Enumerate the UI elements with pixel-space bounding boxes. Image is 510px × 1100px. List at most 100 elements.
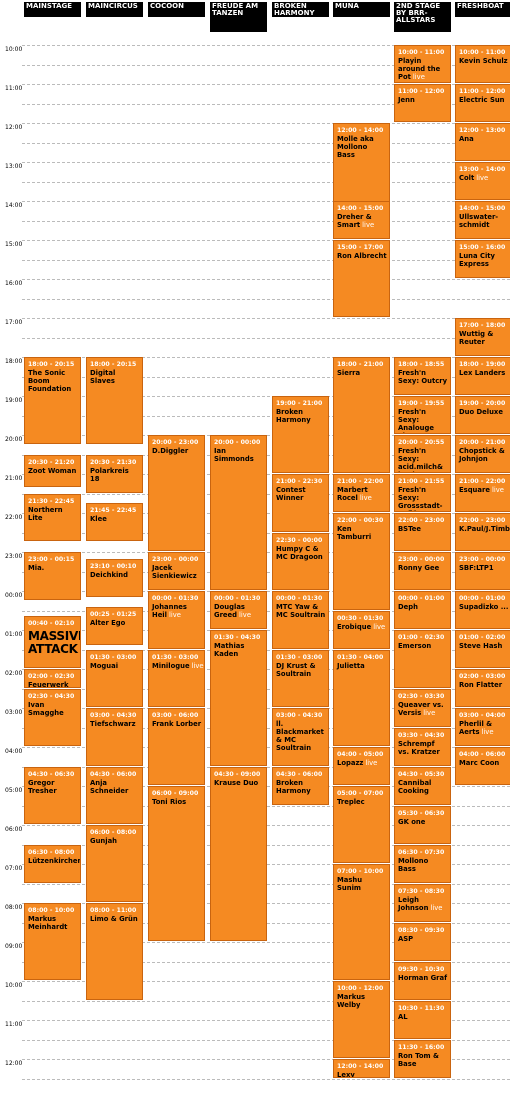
- schedule-slot[interactable]: 17:00 - 18:00 Wuttig & Reuter: [455, 318, 510, 356]
- schedule-slot[interactable]: 11:30 - 16:00 Ron Tom & Base: [394, 1039, 451, 1078]
- schedule-slot[interactable]: 06:30 - 07:30 Mollono Bass: [394, 844, 451, 883]
- schedule-slot[interactable]: 18:00 - 20:15 The Sonic Boom Foundation: [24, 357, 81, 444]
- time-label: 12:00: [5, 124, 23, 131]
- schedule-slot[interactable]: 10:00 - 11:00 Playin around the Pot live: [394, 45, 451, 83]
- schedule-slot[interactable]: 13:00 - 14:00 Colt live: [455, 162, 510, 200]
- slot-artist: GK one: [395, 818, 450, 826]
- slot-artist: Erobique live: [334, 623, 389, 631]
- schedule-slot[interactable]: 02:00 - 03:00 Ron Flatter: [455, 669, 510, 707]
- schedule-slot[interactable]: 05:30 - 06:30 GK one: [394, 805, 451, 844]
- schedule-slot[interactable]: 02:00 - 02:30 Feuerwerk: [24, 669, 81, 688]
- schedule-slot[interactable]: 09:30 - 10:30 Horman Graf: [394, 961, 451, 1000]
- schedule-slot[interactable]: 04:00 - 06:00 Marc Coon: [455, 747, 510, 785]
- schedule-slot[interactable]: 05:00 - 07:00 Treplec: [333, 786, 390, 863]
- schedule-slot[interactable]: 21:30 - 22:45 Northern Lite: [24, 493, 81, 542]
- schedule-slot[interactable]: 23:00 - 00:15 Mia.: [24, 552, 81, 600]
- schedule-slot[interactable]: 00:25 - 01:25 Alter Ego: [86, 607, 143, 646]
- schedule-slot[interactable]: 01:30 - 03:00 Minilogue live: [148, 649, 205, 707]
- schedule-slot[interactable]: 14:00 - 15:00 Dreher & Smart live: [333, 201, 390, 239]
- schedule-slot[interactable]: 21:00 - 22:00 Marbert Rocel live: [333, 474, 390, 512]
- schedule-slot[interactable]: 14:00 - 15:00 Ullswater-schmidt: [455, 201, 510, 239]
- schedule-slot[interactable]: 15:00 - 17:00 Ron Albrecht: [333, 240, 390, 317]
- schedule-slot[interactable]: 21:00 - 22:30 Contest Winner: [272, 474, 329, 532]
- schedule-slot[interactable]: 20:00 - 23:00 D.Diggler: [148, 435, 205, 551]
- schedule-slot[interactable]: 23:00 - 00:00 Ronny Gee: [394, 552, 451, 590]
- schedule-slot[interactable]: 03:00 - 06:00 Frank Lorber: [148, 708, 205, 785]
- schedule-slot[interactable]: 08:30 - 09:30 ASP: [394, 922, 451, 961]
- schedule-slot[interactable]: 03:00 - 04:30 ll. Blackmarket & MC Soultr…: [272, 708, 329, 766]
- schedule-slot[interactable]: 03:00 - 04:00 Pherlil & Aerts live: [455, 708, 510, 746]
- schedule-slot[interactable]: 19:00 - 20:00 Duo Deluxe: [455, 396, 510, 434]
- schedule-slot[interactable]: 00:00 - 01:00 Supadizko ...: [455, 591, 510, 629]
- schedule-slot[interactable]: 22:00 - 23:00 BSTee: [394, 513, 451, 551]
- time-label: 16:00: [5, 280, 23, 287]
- schedule-slot[interactable]: 00:40 - 02:10 MASSIVE ATTACK: [24, 616, 81, 668]
- schedule-slot[interactable]: 18:00 - 18:55 Fresh'n Sexy: Outcry: [394, 357, 451, 395]
- time-label: 04:00: [5, 748, 23, 755]
- schedule-slot[interactable]: 04:30 - 06:00 Anja Schneider: [86, 766, 143, 824]
- schedule-slot[interactable]: 07:30 - 08:30 Leigh Johnson live: [394, 883, 451, 922]
- artist-name: GK one: [398, 817, 426, 826]
- schedule-slot[interactable]: 04:00 - 05:00 Lopazz live: [333, 747, 390, 785]
- schedule-slot[interactable]: 22:00 - 23:00K.Paul/J.Timber: [455, 513, 510, 551]
- schedule-slot[interactable]: 20:30 - 21:30 Polarkreis 18: [86, 454, 143, 493]
- artist-name: MASSIVE ATTACK: [28, 629, 81, 657]
- schedule-slot[interactable]: 10:00 - 12:00 Markus Welby: [333, 981, 390, 1058]
- schedule-slot[interactable]: 00:00 - 01:30 MTC Yaw & MC Soultrain: [272, 591, 329, 649]
- schedule-slot[interactable]: 22:30 - 00:00 Humpy C & MC Dragoon: [272, 532, 329, 590]
- schedule-slot[interactable]: 20:00 - 21:00 Chopstick & Johnjon: [455, 435, 510, 473]
- schedule-slot[interactable]: 12:00 - 13:00 Ana: [455, 123, 510, 161]
- schedule-slot[interactable]: 00:00 - 01:30 Douglas Greed live: [210, 591, 267, 629]
- schedule-slot[interactable]: 12:00 - 14:00 Lexy: [333, 1059, 390, 1078]
- schedule-slot[interactable]: 15:00 - 16:00 Luna City Express: [455, 240, 510, 278]
- artist-name: Tiefschwarz: [90, 720, 136, 728]
- schedule-slot[interactable]: 00:00 - 01:00 Deph: [394, 591, 451, 629]
- schedule-slot[interactable]: 23:10 - 00:10 Deichkind: [86, 558, 143, 597]
- schedule-slot[interactable]: 01:30 - 03:00 Moguai: [86, 649, 143, 707]
- schedule-slot[interactable]: 03:00 - 04:30 Tiefschwarz: [86, 708, 143, 766]
- schedule-slot[interactable]: 03:30 - 04:30 Schrempf vs. Kratzer: [394, 727, 451, 766]
- schedule-slot[interactable]: 08:00 - 10:00 Markus Meinhardt: [24, 903, 81, 980]
- schedule-slot[interactable]: 21:45 - 22:45 Klee: [86, 503, 143, 542]
- schedule-slot[interactable]: 00:00 - 01:30 Johannes Heil live: [148, 591, 205, 649]
- half-hour-gridline: [22, 961, 510, 963]
- time-label: 03:00: [5, 709, 23, 716]
- schedule-slot[interactable]: 04:30 - 06:00 Broken Harmony: [272, 766, 329, 805]
- schedule-slot[interactable]: 01:00 - 02:30 Emerson: [394, 630, 451, 688]
- schedule-slot[interactable]: 00:30 - 01:30 Erobique live: [333, 610, 390, 649]
- schedule-slot[interactable]: 20:00 - 00:00 Ian Simmonds: [210, 435, 267, 590]
- schedule-slot[interactable]: 06:00 - 09:00 Toni Rios: [148, 786, 205, 941]
- schedule-slot[interactable]: 06:30 - 08:00 Lützenkirchen: [24, 844, 81, 883]
- schedule-slot[interactable]: 06:00 - 08:00 Gunjah: [86, 825, 143, 902]
- schedule-slot[interactable]: 07:00 - 10:00 Mashu Sunim: [333, 864, 390, 980]
- schedule-slot[interactable]: 04:30 - 05:30 Cannibal Cooking: [394, 766, 451, 805]
- schedule-slot[interactable]: 18:00 - 21:00 Sierra: [333, 357, 390, 473]
- artist-name: ASP: [398, 934, 414, 943]
- schedule-slot[interactable]: 11:00 - 12:00 Jenn: [394, 84, 451, 122]
- schedule-slot[interactable]: 04:30 - 09:00 Krause Duo: [210, 766, 267, 941]
- schedule-slot[interactable]: 19:00 - 21:00 Broken Harmony: [272, 396, 329, 473]
- schedule-slot[interactable]: 01:30 - 04:30 Mathias Kaden: [210, 630, 267, 766]
- schedule-slot[interactable]: 02:30 - 03:30 Queaver vs. Versis live: [394, 688, 451, 727]
- schedule-slot[interactable]: 20:30 - 21:20 Zoot Woman: [24, 454, 81, 487]
- schedule-slot[interactable]: 01:00 - 02:00 Steve Hash: [455, 630, 510, 668]
- schedule-slot[interactable]: 23:00 - 00:00 Jacek Sienkiewicz: [148, 552, 205, 590]
- artist-name: Ana: [459, 135, 474, 143]
- schedule-slot[interactable]: 18:00 - 19:00 Lex Landers: [455, 357, 510, 395]
- schedule-slot[interactable]: 22:00 - 00:30 Ken Tamburri: [333, 513, 390, 610]
- schedule-slot[interactable]: 02:30 - 04:30 Ivan Smagghe: [24, 688, 81, 746]
- schedule-slot[interactable]: 21:00 - 22:00 Esquare live: [455, 474, 510, 512]
- schedule-slot[interactable]: 08:00 - 11:00 Limo & Grün: [86, 903, 143, 1000]
- slot-artist: Jenn: [395, 96, 450, 104]
- schedule-slot[interactable]: 18:00 - 20:15 Digital Slaves: [86, 357, 143, 444]
- schedule-slot[interactable]: 04:30 - 06:30 Gregor Tresher: [24, 766, 81, 824]
- schedule-slot[interactable]: 11:00 - 12:00 Electric Sun: [455, 84, 510, 122]
- schedule-slot[interactable]: 01:30 - 04:00 Julietta: [333, 649, 390, 746]
- schedule-slot[interactable]: 23:00 - 00:00 SBF:LTP1: [455, 552, 510, 590]
- schedule-slot[interactable]: 01:30 - 03:00 DJ Krust & Soultrain: [272, 649, 329, 707]
- schedule-slot[interactable]: 10:30 - 11:30 AL: [394, 1000, 451, 1039]
- schedule-slot[interactable]: 10:00 - 11:00 Kevin Schulz: [455, 45, 510, 83]
